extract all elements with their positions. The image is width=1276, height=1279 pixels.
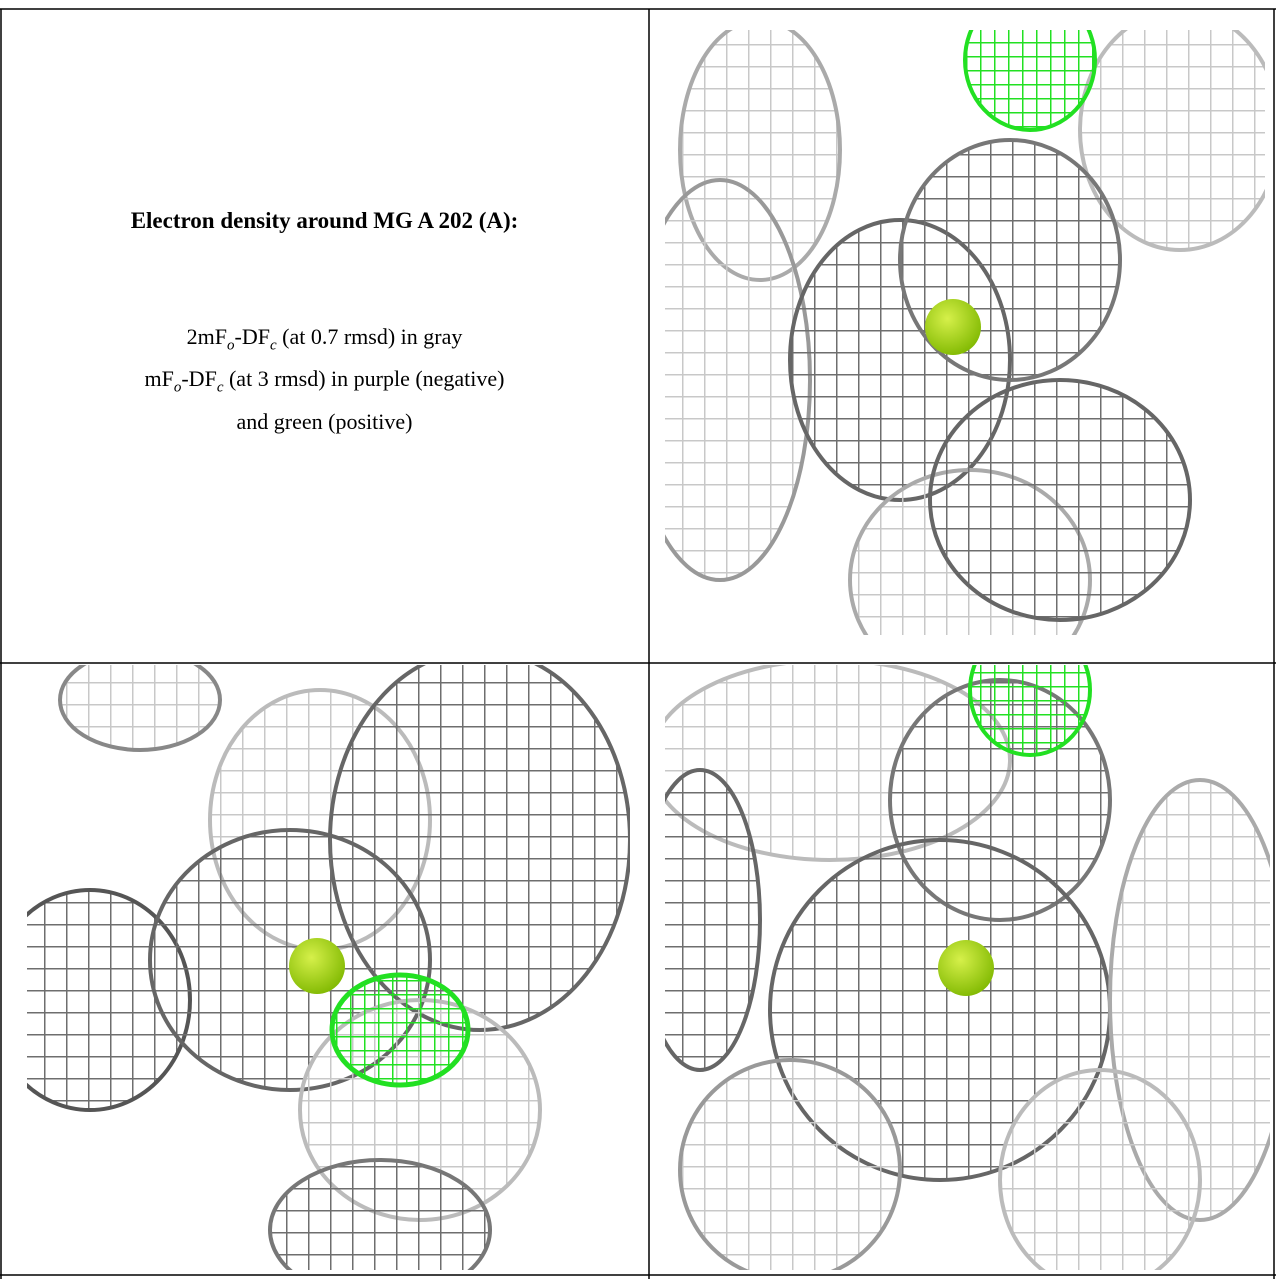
legend-text: 2mF [186, 324, 227, 349]
legend-line: and green (positive) [0, 405, 649, 438]
legend-text: and green (positive) [236, 408, 413, 434]
density-image-3 [665, 665, 1270, 1270]
subscript: o [173, 379, 182, 396]
legend: 2mFo-DFc (at 0.7 rmsd) in gray mFo-DFc (a… [0, 320, 649, 438]
subscript: o [227, 337, 235, 354]
legend-text: mF [144, 366, 174, 392]
table-lines [0, 8, 1276, 1279]
subscript: c [216, 379, 224, 396]
density-image-2 [27, 665, 630, 1270]
legend-line: 2mFo-DFc (at 0.7 rmsd) in gray [0, 320, 649, 362]
subscript: c [269, 337, 277, 354]
legend-text: (at 3 rmsd) in purple (negative) [223, 366, 505, 392]
legend-text: -DF [234, 324, 270, 349]
legend-text: (at 0.7 rmsd) in gray [276, 324, 463, 349]
legend-text: -DF [181, 366, 217, 392]
title: Electron density around MG A 202 (A): [130, 208, 519, 233]
legend-line: mFo-DFc (at 3 rmsd) in purple (negative) [0, 362, 649, 404]
density-image-1 [665, 30, 1265, 635]
